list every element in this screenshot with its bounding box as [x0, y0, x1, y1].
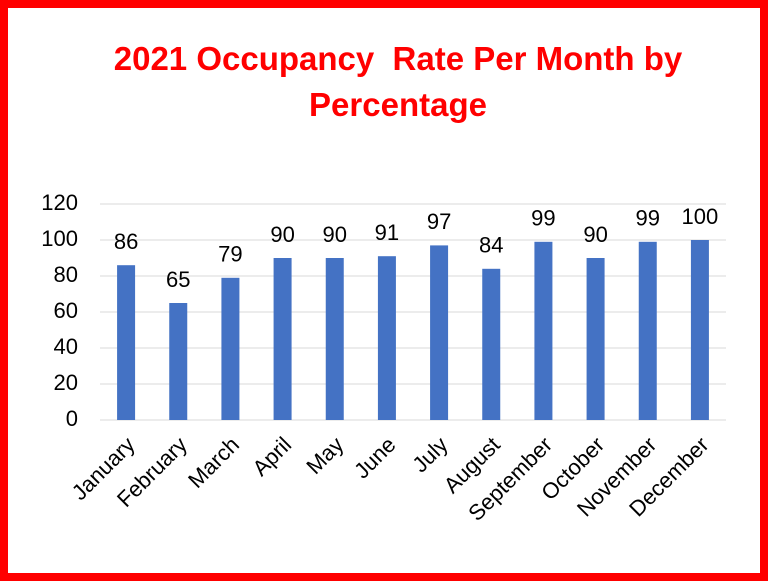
data-label: 86: [114, 229, 138, 254]
y-tick-label: 0: [66, 406, 78, 431]
data-label: 91: [375, 220, 399, 245]
x-tick-label: May: [301, 432, 348, 479]
x-tick-label: June: [349, 432, 400, 483]
data-label: 97: [427, 209, 451, 234]
chart-title: 2021 Occupancy Rate Per Month by Percent…: [113, 40, 692, 123]
bar: [117, 265, 136, 420]
data-label: 99: [636, 206, 660, 231]
bar: [169, 303, 188, 420]
bar: [221, 277, 240, 420]
data-label: 100: [682, 204, 719, 229]
data-label: 90: [323, 222, 347, 247]
bar: [430, 245, 449, 420]
x-tick-label: July: [407, 432, 452, 477]
y-tick-label: 40: [54, 334, 78, 359]
bar: [325, 258, 344, 420]
y-tick-label: 80: [54, 262, 78, 287]
data-label: 90: [270, 222, 294, 247]
y-tick-label: 60: [54, 298, 78, 323]
bar: [534, 241, 553, 420]
bar: [638, 241, 657, 420]
bar: [482, 268, 501, 420]
data-label: 99: [531, 206, 555, 231]
data-label: 90: [583, 222, 607, 247]
y-tick-label: 100: [41, 226, 78, 251]
bar: [586, 258, 605, 420]
data-label: 79: [218, 242, 242, 267]
y-tick-label: 120: [41, 190, 78, 215]
bar: [273, 258, 292, 420]
data-label: 84: [479, 233, 503, 258]
bar: [690, 240, 709, 420]
y-tick-label: 20: [54, 370, 78, 395]
x-tick-label: March: [183, 432, 244, 493]
bar: [377, 256, 396, 420]
x-tick-label: April: [247, 432, 296, 481]
data-label: 65: [166, 267, 190, 292]
